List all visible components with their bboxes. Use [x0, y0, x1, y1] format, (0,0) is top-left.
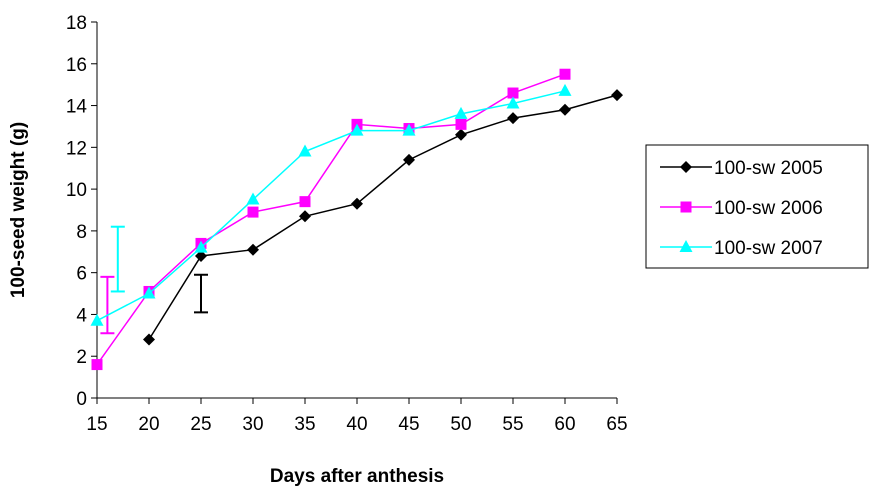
legend-label: 100-sw 2007 — [714, 238, 823, 259]
y-tick-label: 4 — [76, 305, 87, 326]
series — [90, 83, 572, 326]
y-axis-label: 100-seed weight (g) — [8, 122, 29, 298]
data-point — [195, 249, 207, 262]
series-line — [96, 90, 566, 322]
x-tick-label: 25 — [190, 414, 211, 435]
x-axis-label: Days after anthesis — [270, 466, 444, 487]
data-point — [299, 196, 311, 208]
error-bar — [100, 275, 115, 335]
data-point — [559, 68, 571, 80]
x-tick-label: 55 — [502, 414, 523, 435]
data-point — [298, 144, 312, 157]
data-point — [299, 210, 311, 223]
legend-item: 100-sw 2007 — [660, 238, 823, 259]
data-point — [558, 83, 572, 96]
y-tick-label: 8 — [76, 222, 87, 243]
y-tick-label: 14 — [66, 97, 88, 118]
legend-item: 100-sw 2006 — [660, 198, 823, 219]
error-bar — [194, 273, 208, 314]
legend-label: 100-sw 2006 — [714, 198, 823, 219]
data-point — [680, 201, 692, 213]
data-point — [611, 89, 623, 102]
x-tick-label: 50 — [450, 414, 471, 435]
data-point — [247, 243, 259, 256]
error-bar — [110, 225, 125, 293]
series — [91, 68, 571, 371]
y-tick-label: 2 — [76, 347, 87, 368]
legend-label: 100-sw 2005 — [714, 158, 823, 179]
y-tick-label: 18 — [66, 13, 87, 34]
y-tick-label: 16 — [66, 55, 87, 76]
data-point — [680, 161, 692, 173]
x-tick-label: 35 — [294, 414, 315, 435]
y-tick-label: 0 — [76, 389, 87, 410]
legend-item: 100-sw 2005 — [660, 158, 823, 179]
data-point — [350, 123, 364, 136]
data-point — [403, 153, 415, 166]
data-point — [90, 313, 104, 326]
data-point — [506, 96, 520, 109]
axes: 0 2 4 6 8 10 12 14 16 18 15 20 25 30 35 40 45 50 55 60 65 — [66, 13, 628, 435]
data-point — [194, 240, 208, 253]
y-tick-label: 6 — [76, 264, 87, 285]
data-point — [142, 286, 156, 299]
data-point — [454, 106, 468, 119]
x-tick-label: 30 — [242, 414, 263, 435]
data-point — [402, 123, 416, 136]
data-point — [246, 192, 260, 205]
data-point — [507, 87, 519, 99]
data-point — [91, 359, 103, 371]
data-point — [143, 333, 155, 346]
x-tick-label: 20 — [138, 414, 159, 435]
data-point — [247, 206, 259, 218]
y-tick-label: 10 — [66, 180, 87, 201]
x-tick-label: 45 — [398, 414, 419, 435]
series-layer — [90, 68, 623, 371]
series-line — [96, 73, 566, 366]
data-point — [455, 128, 467, 141]
data-point — [455, 118, 467, 130]
x-tick-label: 40 — [346, 414, 367, 435]
data-point — [351, 197, 363, 210]
data-point — [679, 240, 693, 252]
x-tick-label: 15 — [86, 414, 107, 435]
y-tick-label: 12 — [66, 138, 87, 159]
legend: 100-sw 2005 100-sw 2006 100-sw 2007 — [645, 144, 869, 269]
series-line — [148, 94, 618, 340]
x-tick-label: 65 — [606, 414, 627, 435]
x-tick-label: 60 — [554, 414, 575, 435]
data-point — [559, 103, 571, 116]
data-point — [507, 112, 519, 125]
series — [143, 89, 623, 346]
